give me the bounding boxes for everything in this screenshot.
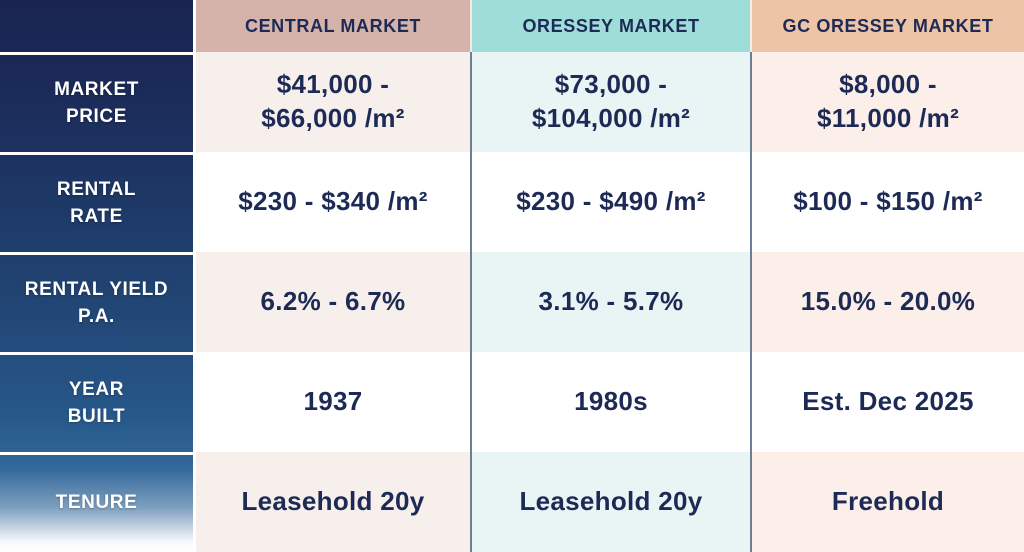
cell-gc-market-price: $8,000 - $11,000 /m² <box>752 52 1024 152</box>
column-oressey-market: ORESSEY MARKET $73,000 - $104,000 /m² $2… <box>470 0 750 552</box>
column-header-gc-oressey-market: GC ORESSEY MARKET <box>750 0 1024 52</box>
cell-oressey-year-built: 1980s <box>472 352 750 452</box>
cell-central-rental-rate: $230 - $340 /m² <box>196 152 470 252</box>
cell-gc-rental-yield: 15.0% - 20.0% <box>752 252 1024 352</box>
cell-oressey-tenure: Leasehold 20y <box>472 452 750 552</box>
cell-oressey-market-price: $73,000 - $104,000 /m² <box>472 52 750 152</box>
column-cells-gc-oressey-market: $8,000 - $11,000 /m² $100 - $150 /m² 15.… <box>750 52 1024 552</box>
cell-gc-rental-rate: $100 - $150 /m² <box>752 152 1024 252</box>
cell-gc-year-built: Est. Dec 2025 <box>752 352 1024 452</box>
row-header-market-price: MARKET PRICE <box>0 52 193 152</box>
row-header-tenure: TENURE <box>0 452 193 552</box>
row-header-column: MARKET PRICE RENTAL RATE RENTAL YIELD P.… <box>0 0 196 552</box>
row-header-rental-yield: RENTAL YIELD P.A. <box>0 252 193 352</box>
column-cells-oressey-market: $73,000 - $104,000 /m² $230 - $490 /m² 3… <box>470 52 750 552</box>
row-header-rental-rate: RENTAL RATE <box>0 152 193 252</box>
column-header-central-market: CENTRAL MARKET <box>196 0 470 52</box>
cell-central-rental-yield: 6.2% - 6.7% <box>196 252 470 352</box>
cell-central-year-built: 1937 <box>196 352 470 452</box>
row-header-year-built: YEAR BUILT <box>0 352 193 452</box>
column-central-market: CENTRAL MARKET $41,000 - $66,000 /m² $23… <box>196 0 470 552</box>
cell-central-market-price: $41,000 - $66,000 /m² <box>196 52 470 152</box>
column-cells-central-market: $41,000 - $66,000 /m² $230 - $340 /m² 6.… <box>196 52 470 552</box>
cell-central-tenure: Leasehold 20y <box>196 452 470 552</box>
cell-gc-tenure: Freehold <box>752 452 1024 552</box>
column-gc-oressey-market: GC ORESSEY MARKET $8,000 - $11,000 /m² $… <box>750 0 1024 552</box>
cell-oressey-rental-rate: $230 - $490 /m² <box>472 152 750 252</box>
column-header-oressey-market: ORESSEY MARKET <box>470 0 750 52</box>
cell-oressey-rental-yield: 3.1% - 5.7% <box>472 252 750 352</box>
corner-cell <box>0 0 193 52</box>
